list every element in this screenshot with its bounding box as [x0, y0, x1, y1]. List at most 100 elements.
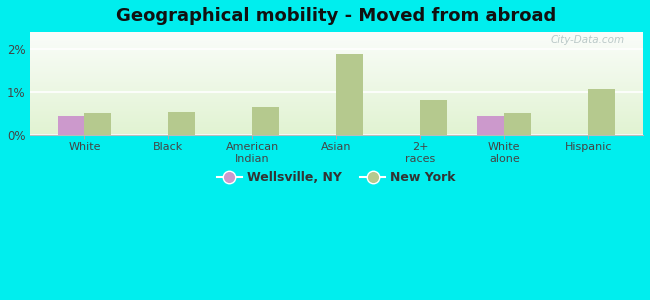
- Bar: [30, 95, 643, 96]
- Bar: [30, 88, 643, 89]
- Bar: [30, 58, 643, 59]
- Bar: [30, 111, 643, 112]
- Bar: [30, 61, 643, 62]
- Bar: [30, 119, 643, 120]
- Bar: [30, 69, 643, 70]
- Bar: [30, 65, 643, 66]
- Bar: [30, 42, 643, 43]
- Bar: [30, 49, 643, 50]
- Bar: [30, 74, 643, 75]
- Bar: [30, 100, 643, 101]
- Bar: [58, 116, 84, 135]
- Bar: [30, 36, 643, 37]
- Bar: [30, 96, 643, 97]
- Bar: [30, 105, 643, 106]
- Bar: [30, 86, 643, 87]
- Bar: [30, 80, 643, 81]
- Bar: [30, 83, 643, 84]
- Bar: [30, 98, 643, 99]
- Bar: [30, 97, 643, 98]
- Bar: [30, 63, 643, 64]
- Bar: [30, 47, 643, 48]
- Bar: [252, 107, 280, 135]
- Bar: [30, 66, 643, 67]
- Bar: [30, 126, 643, 127]
- Bar: [30, 44, 643, 45]
- Bar: [30, 78, 643, 79]
- Bar: [30, 53, 643, 54]
- Bar: [30, 72, 643, 73]
- Bar: [30, 84, 643, 85]
- Bar: [421, 100, 447, 135]
- Bar: [478, 116, 504, 135]
- Legend: Wellsville, NY, New York: Wellsville, NY, New York: [212, 166, 461, 189]
- Bar: [30, 92, 643, 93]
- Bar: [30, 71, 643, 72]
- Bar: [30, 75, 643, 76]
- Bar: [30, 133, 643, 134]
- Bar: [30, 56, 643, 57]
- Bar: [30, 52, 643, 53]
- Bar: [30, 79, 643, 80]
- Bar: [30, 51, 643, 52]
- Title: Geographical mobility - Moved from abroad: Geographical mobility - Moved from abroa…: [116, 7, 556, 25]
- Bar: [30, 57, 643, 58]
- Bar: [30, 122, 643, 123]
- Bar: [504, 113, 531, 135]
- Bar: [30, 82, 643, 83]
- Bar: [30, 62, 643, 63]
- Bar: [30, 48, 643, 49]
- Bar: [30, 89, 643, 90]
- Bar: [30, 43, 643, 44]
- Bar: [30, 128, 643, 129]
- Bar: [30, 120, 643, 121]
- Bar: [30, 117, 643, 118]
- Bar: [30, 81, 643, 82]
- Bar: [30, 90, 643, 91]
- Bar: [30, 115, 643, 116]
- Bar: [30, 40, 643, 41]
- Bar: [30, 130, 643, 131]
- Bar: [30, 118, 643, 119]
- Bar: [30, 41, 643, 42]
- Bar: [30, 107, 643, 108]
- Bar: [30, 101, 643, 102]
- Bar: [30, 127, 643, 128]
- Bar: [30, 93, 643, 94]
- Bar: [30, 121, 643, 122]
- Bar: [30, 76, 643, 77]
- Bar: [30, 67, 643, 68]
- Bar: [30, 38, 643, 39]
- Bar: [30, 114, 643, 115]
- Bar: [30, 64, 643, 65]
- Bar: [30, 32, 643, 33]
- Bar: [30, 35, 643, 36]
- Bar: [30, 77, 643, 78]
- Bar: [30, 37, 643, 38]
- Bar: [588, 89, 615, 135]
- Bar: [30, 87, 643, 88]
- Bar: [30, 61, 643, 62]
- Bar: [30, 59, 643, 60]
- Bar: [30, 94, 643, 95]
- Bar: [30, 134, 643, 135]
- Bar: [30, 106, 643, 107]
- Bar: [84, 113, 111, 135]
- Bar: [30, 129, 643, 130]
- Bar: [30, 39, 643, 40]
- Bar: [30, 104, 643, 105]
- Bar: [337, 54, 363, 135]
- Bar: [30, 132, 643, 133]
- Bar: [30, 34, 643, 35]
- Bar: [30, 50, 643, 51]
- Bar: [30, 112, 643, 113]
- Bar: [30, 46, 643, 47]
- Bar: [30, 131, 643, 132]
- Bar: [30, 99, 643, 100]
- Bar: [30, 45, 643, 46]
- Bar: [30, 68, 643, 69]
- Bar: [30, 125, 643, 126]
- Bar: [168, 112, 196, 135]
- Bar: [30, 108, 643, 109]
- Text: City-Data.com: City-Data.com: [551, 35, 625, 45]
